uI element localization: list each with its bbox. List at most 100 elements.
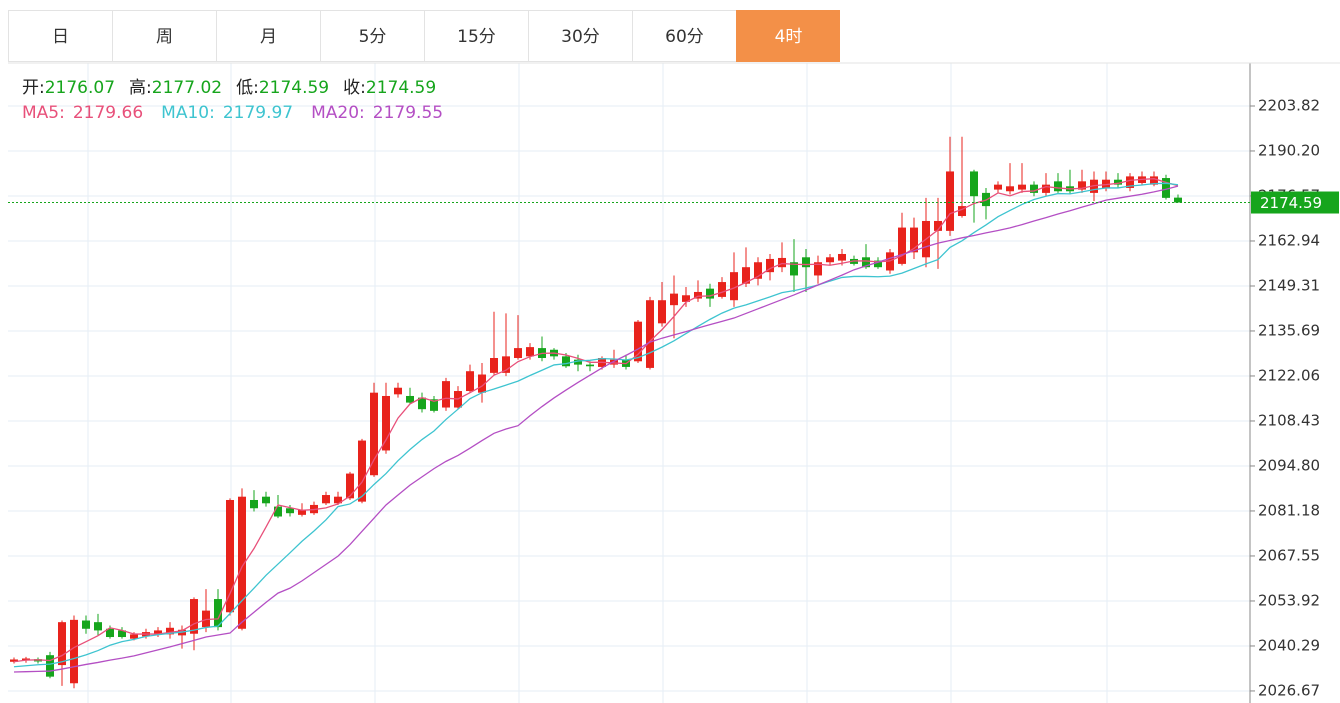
y-tick-label: 2040.29 (1258, 636, 1320, 654)
legend-name: MA20: (311, 103, 365, 123)
candle-body (826, 257, 834, 263)
tab[interactable]: 4时 (736, 10, 840, 62)
candle-body (250, 499, 258, 509)
candle-body (1126, 176, 1134, 188)
candle-body (214, 599, 222, 628)
legend-value: 2179.66 (72, 103, 144, 123)
ohlc-label: 高: (129, 78, 152, 98)
tab[interactable]: 周 (112, 10, 216, 62)
tab[interactable]: 30分 (528, 10, 632, 62)
candle-body (1150, 176, 1158, 185)
candle-body (442, 381, 450, 408)
candle-body (82, 620, 90, 629)
legend-value: 2179.55 (372, 103, 444, 123)
candle-body (418, 397, 426, 410)
ohlc-value: 2174.59 (365, 78, 437, 98)
candle-body (754, 262, 762, 279)
candle-body (286, 508, 294, 514)
tab[interactable]: 5分 (320, 10, 424, 62)
candle-body (70, 619, 78, 684)
candle-body (718, 282, 726, 297)
y-tick-label: 2026.67 (1258, 681, 1320, 699)
legend-name: MA5: (22, 103, 65, 123)
candle-body (802, 257, 810, 268)
candle-body (202, 610, 210, 628)
y-tick-label: 2135.69 (1258, 321, 1320, 339)
candle-body (838, 253, 846, 261)
candle-body (874, 260, 882, 268)
y-tick-label: 2162.94 (1258, 231, 1320, 249)
candle-body (742, 267, 750, 284)
candle-body (346, 473, 354, 499)
candle-body (514, 348, 522, 359)
tab-bar: 日周月 5分 15分 30分 60分 4时 (8, 10, 840, 62)
candle-body (478, 374, 486, 393)
candle-body (1102, 179, 1110, 188)
candle-body (46, 655, 54, 677)
tab[interactable]: 日 (8, 10, 112, 62)
candle-body (130, 634, 138, 639)
candle-body (226, 499, 234, 613)
candle-body (934, 220, 942, 231)
candle-body (1006, 186, 1014, 192)
candle-body (430, 399, 438, 411)
candle-body (1162, 178, 1170, 198)
candle-body (490, 358, 498, 373)
candle-body (1174, 197, 1182, 203)
candle-body (334, 496, 342, 504)
ma-line (13, 185, 1179, 673)
candle-body (1018, 184, 1026, 190)
tab[interactable]: 15分 (424, 10, 528, 62)
last-price-label: 2174.59 (1260, 194, 1322, 212)
ohlc-value: 2174.59 (258, 78, 330, 98)
candle-body (10, 659, 18, 662)
candle-body (394, 387, 402, 395)
candle-body (610, 359, 618, 365)
candle-body (574, 359, 582, 365)
candle-body (22, 658, 30, 661)
candle-body (1042, 184, 1050, 193)
tab[interactable]: 60分 (632, 10, 736, 62)
candle-body (466, 371, 474, 392)
ohlc-label: 开: (22, 78, 45, 98)
candle-body (274, 506, 282, 517)
candle-body (358, 440, 366, 502)
candle-body (190, 599, 198, 634)
ohlc-value: 2176.07 (44, 78, 116, 98)
candle-body (910, 227, 918, 253)
ohlc-row: 开:2176.07 高:2177.02 低:2174.59 收:2174.59 (22, 76, 443, 101)
candle-body (526, 347, 534, 357)
y-tick-label: 2190.20 (1258, 141, 1320, 159)
ohlc-label: 收: (343, 78, 366, 98)
candle-body (670, 293, 678, 306)
candle-body (502, 356, 510, 373)
candle-body (862, 257, 870, 268)
candle-body (298, 509, 306, 515)
candle-body (1030, 184, 1038, 193)
candle-body (106, 628, 114, 638)
candle-body (262, 496, 270, 504)
candle-body (946, 171, 954, 231)
y-tick-label: 2108.43 (1258, 411, 1320, 429)
candle-body (1054, 181, 1062, 192)
candle-body (562, 356, 570, 367)
candle-body (406, 395, 414, 403)
legend-value: 2179.97 (222, 103, 294, 123)
candle-body (658, 300, 666, 324)
grid (8, 63, 1250, 703)
tab[interactable]: 月 (216, 10, 320, 62)
candle-body (370, 392, 378, 476)
ma-line (13, 182, 1179, 668)
ohlc-label: 低: (236, 78, 259, 98)
candle-body (994, 184, 1002, 190)
last-price-box (1251, 191, 1339, 214)
candle-body (58, 622, 66, 666)
y-tick-label: 2067.55 (1258, 546, 1320, 564)
candle-body (166, 627, 174, 635)
candles (10, 136, 1182, 689)
candle-body (634, 321, 642, 362)
candle-body (646, 300, 654, 368)
y-tick-label: 2149.31 (1258, 276, 1320, 294)
